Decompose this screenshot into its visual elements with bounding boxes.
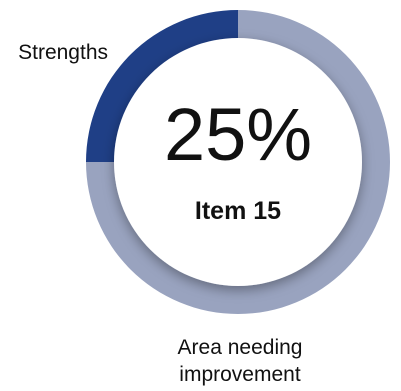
improvement-label-line-2: improvement	[179, 363, 301, 386]
center-label: Item 15	[195, 197, 281, 225]
center-value: 25%	[164, 93, 312, 176]
improvement-label-line-1: Area needing	[178, 336, 303, 359]
strengths-label: Strengths	[18, 41, 108, 64]
donut-hole	[114, 38, 362, 286]
